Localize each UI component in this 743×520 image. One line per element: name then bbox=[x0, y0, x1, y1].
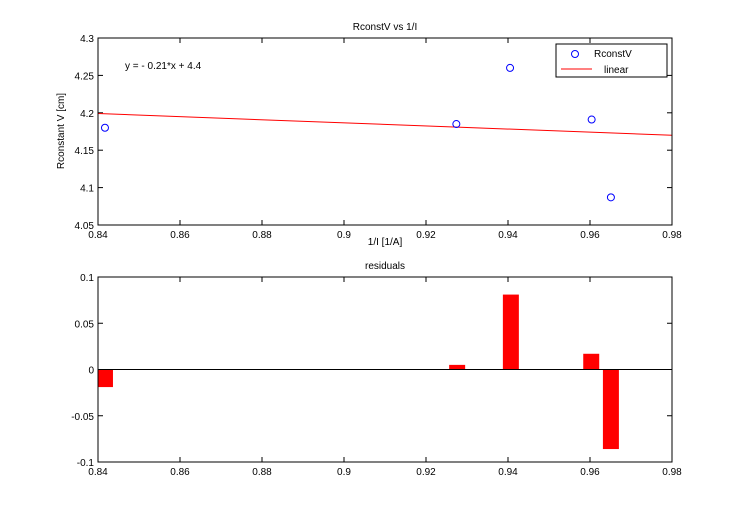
y-tick-label: 4.15 bbox=[75, 146, 95, 157]
x-tick-label: 0.88 bbox=[252, 467, 272, 478]
residual-bar bbox=[502, 294, 519, 370]
bottom-chart-title: residuals bbox=[365, 261, 405, 272]
x-tick-label: 0.9 bbox=[337, 230, 351, 241]
y-tick-label: 0.05 bbox=[75, 319, 95, 330]
y-tick-label: 4.3 bbox=[80, 34, 94, 45]
top-y-axis-label: Rconstant V [cm] bbox=[56, 93, 67, 169]
top-chart-title: RconstV vs 1/I bbox=[353, 22, 417, 33]
x-tick-label: 0.94 bbox=[498, 230, 518, 241]
axes-frame bbox=[97, 276, 673, 463]
legend-label-rconstv: RconstV bbox=[594, 49, 632, 60]
data-point bbox=[452, 120, 461, 129]
data-point bbox=[606, 193, 615, 202]
y-tick-label: -0.1 bbox=[77, 458, 95, 469]
y-tick-label: 0.1 bbox=[80, 273, 94, 284]
x-tick-label: 0.84 bbox=[88, 230, 108, 241]
data-point bbox=[587, 115, 596, 124]
y-tick-label: 4.1 bbox=[80, 184, 94, 195]
residual-bar bbox=[583, 353, 600, 370]
x-tick-label: 0.96 bbox=[580, 230, 600, 241]
fit-equation-annotation: y = - 0.21*x + 4.4 bbox=[125, 61, 202, 72]
y-tick-label: 4.2 bbox=[80, 109, 94, 120]
residual-bar bbox=[602, 369, 619, 450]
x-tick-label: 0.94 bbox=[498, 467, 518, 478]
x-tick-label: 0.98 bbox=[662, 467, 682, 478]
y-tick-label: 0 bbox=[88, 366, 94, 377]
legend: RconstV linear bbox=[555, 43, 668, 78]
x-tick-label: 0.92 bbox=[416, 230, 436, 241]
data-point bbox=[506, 63, 515, 72]
legend-label-linear: linear bbox=[604, 65, 629, 76]
x-tick-label: 0.98 bbox=[662, 230, 682, 241]
data-point bbox=[100, 123, 109, 132]
x-tick-label: 0.84 bbox=[88, 467, 108, 478]
bottom-axes: 0.84 0.86 0.88 0.9 0.92 0.94 0.96 0.98 -0.1 -0.05… bbox=[71, 273, 682, 478]
y-tick-label: -0.05 bbox=[71, 412, 94, 423]
x-tick-label: 0.88 bbox=[252, 230, 272, 241]
residual-bar bbox=[449, 364, 466, 370]
top-x-axis-label: 1/I [1/A] bbox=[368, 237, 403, 248]
residual-bar bbox=[98, 369, 113, 388]
y-tick-label: 4.05 bbox=[75, 221, 95, 232]
axes-frame bbox=[97, 37, 673, 226]
x-tick-label: 0.86 bbox=[170, 230, 190, 241]
x-tick-label: 0.96 bbox=[580, 467, 600, 478]
x-tick-label: 0.86 bbox=[170, 467, 190, 478]
x-tick-label: 0.92 bbox=[416, 467, 436, 478]
y-tick-label: 4.25 bbox=[75, 71, 95, 82]
fit-line bbox=[97, 113, 673, 136]
x-tick-label: 0.9 bbox=[337, 467, 351, 478]
legend-box bbox=[555, 43, 668, 78]
legend-marker-rconstv bbox=[571, 50, 579, 58]
